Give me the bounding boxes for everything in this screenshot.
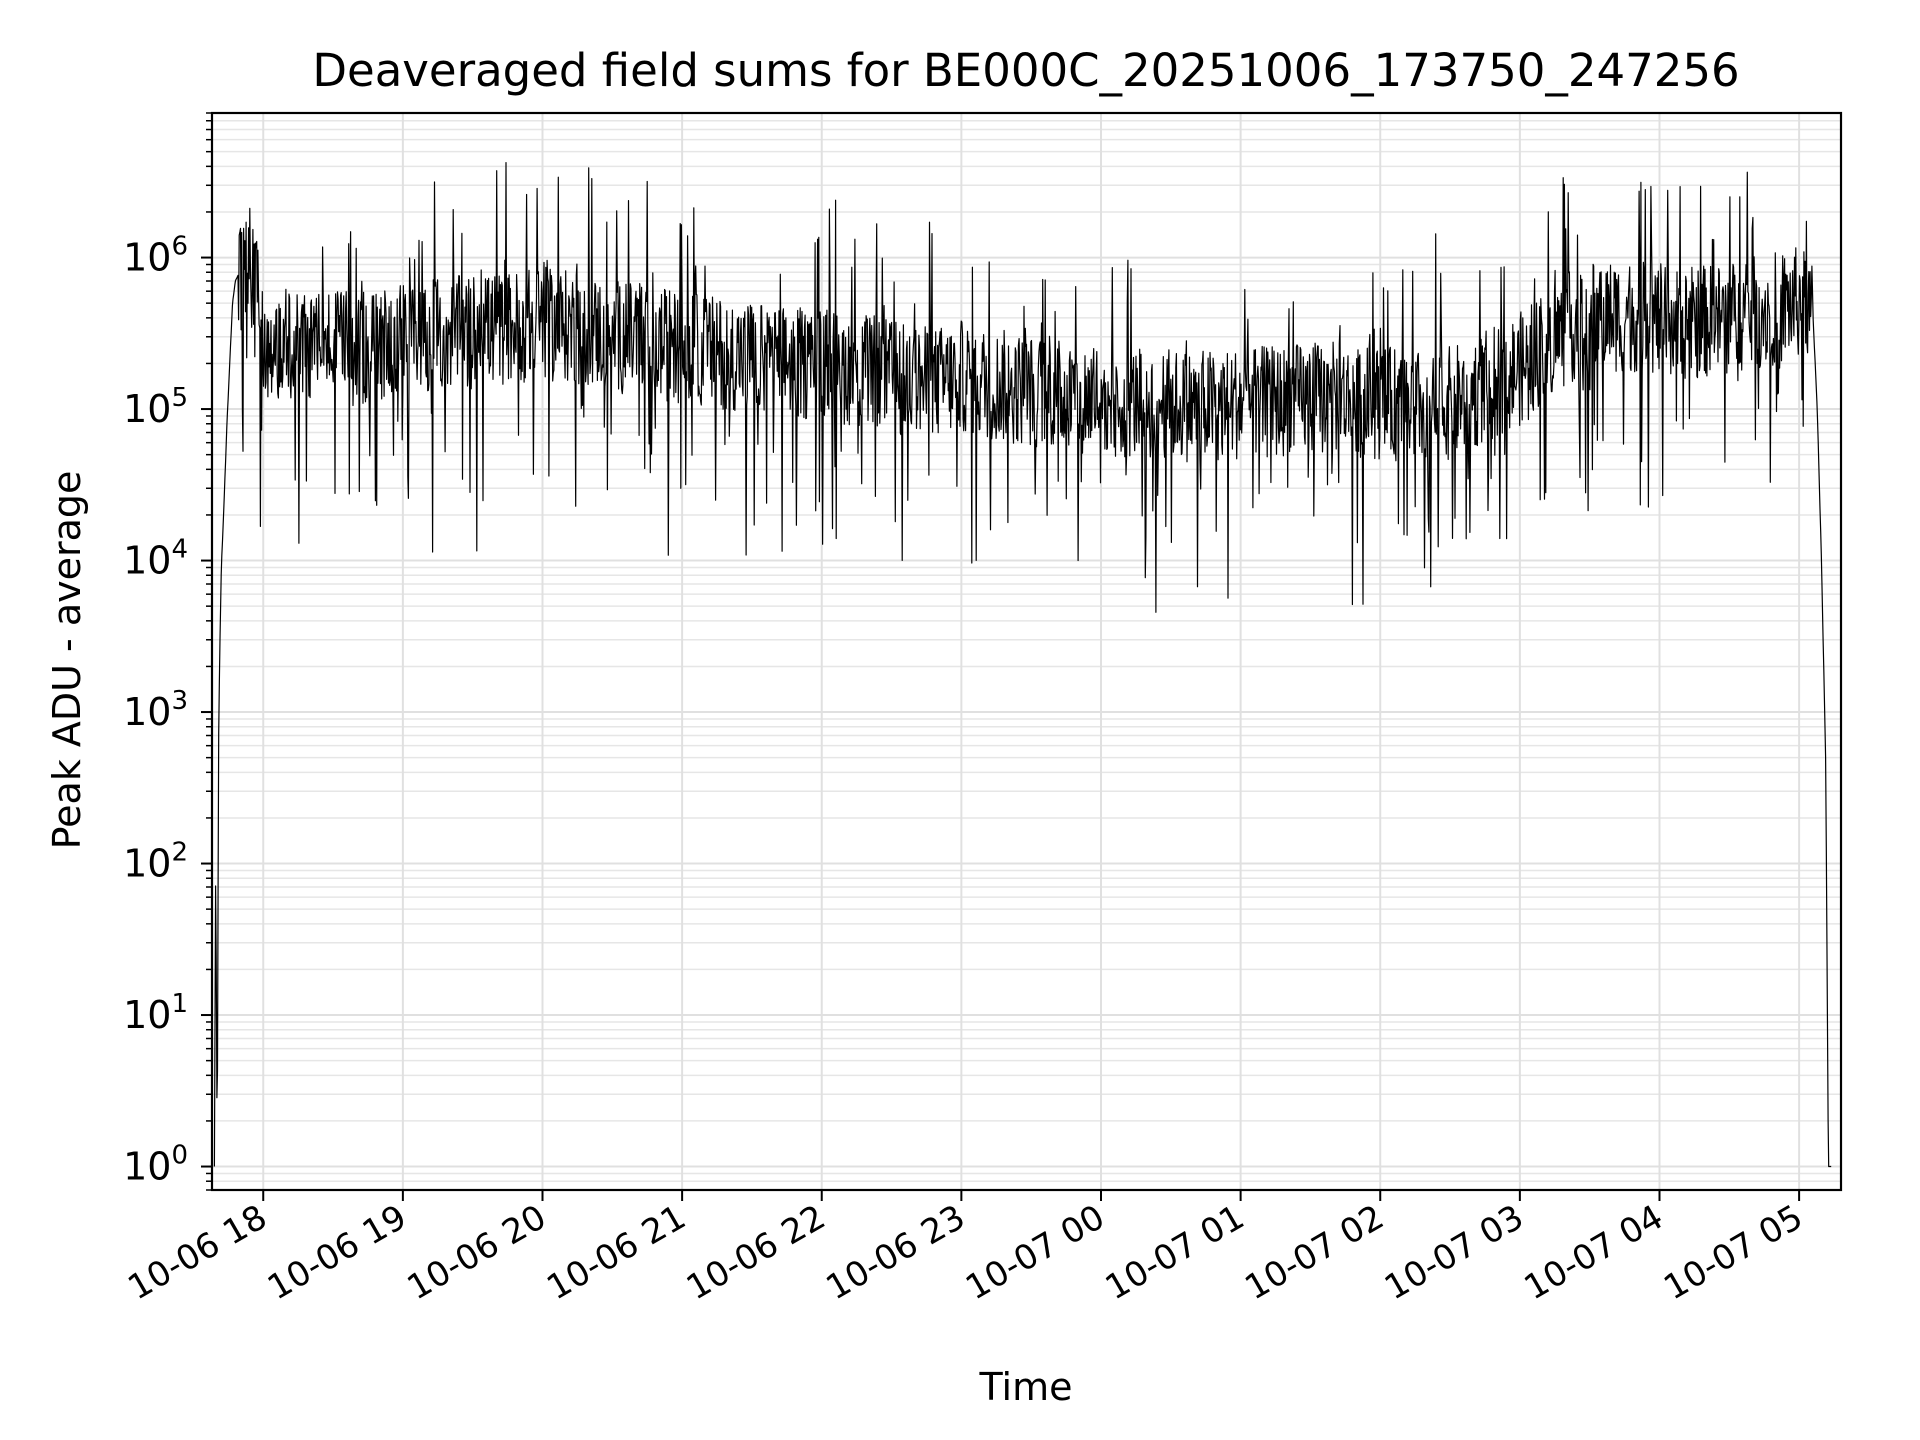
chart-title: Deaveraged field sums for BE000C_2025100… — [312, 44, 1739, 97]
y-tick-label: 103 — [123, 686, 188, 734]
y-tick-label: 105 — [123, 383, 188, 431]
series-line — [213, 162, 1832, 1168]
y-axis-label: Peak ADU - average — [45, 471, 89, 850]
y-tick-label: 104 — [123, 535, 188, 583]
y-tick-label: 102 — [123, 838, 188, 886]
x-axis-label: Time — [979, 1365, 1073, 1409]
y-tick-label: 106 — [123, 232, 188, 280]
y-axis-ticks: 100 101 102 103 104 105 106 — [123, 112, 212, 1191]
y-tick-label: 101 — [123, 989, 188, 1037]
plot-frame — [210, 111, 1843, 1192]
minor-gridlines — [212, 112, 1841, 1191]
y-tick-label: 100 — [123, 1141, 188, 1189]
